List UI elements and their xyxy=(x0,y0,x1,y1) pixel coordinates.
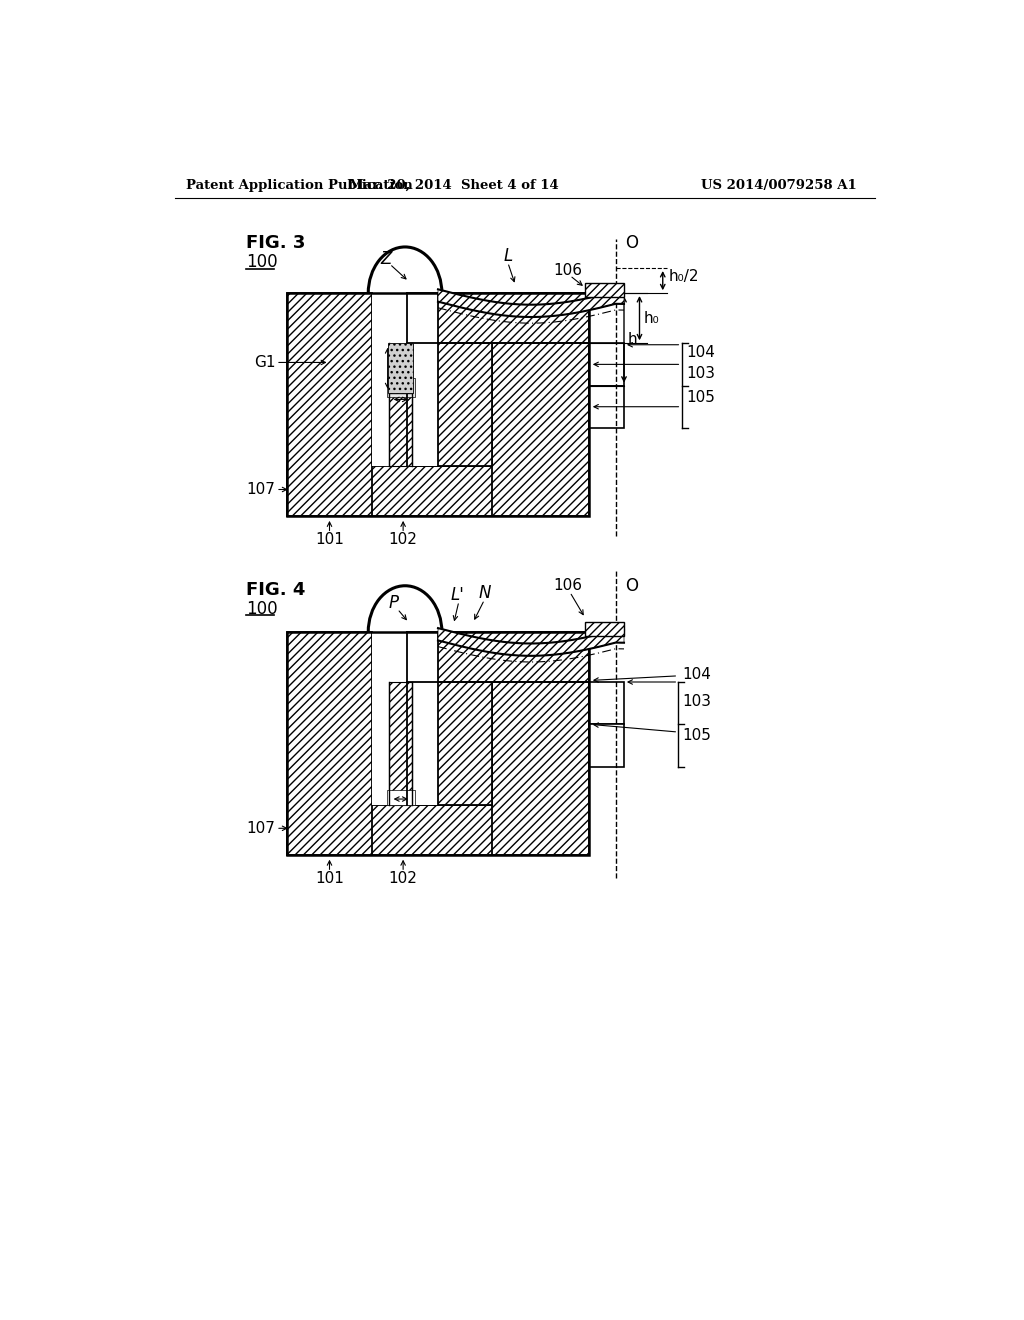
Text: 107: 107 xyxy=(247,821,275,836)
Text: US 2014/0079258 A1: US 2014/0079258 A1 xyxy=(701,178,857,191)
Text: 105: 105 xyxy=(682,729,711,743)
Text: t: t xyxy=(378,362,383,375)
Text: 100: 100 xyxy=(246,599,278,618)
Text: G2: G2 xyxy=(397,436,419,451)
Bar xyxy=(389,682,413,805)
Bar xyxy=(287,632,372,855)
Bar xyxy=(287,466,589,516)
Text: 101: 101 xyxy=(315,871,344,886)
Text: P: P xyxy=(388,594,398,611)
Bar xyxy=(287,632,589,855)
Text: L': L' xyxy=(451,586,464,605)
Text: 106: 106 xyxy=(553,578,582,593)
Text: 107: 107 xyxy=(247,482,275,498)
Text: FIG. 3: FIG. 3 xyxy=(246,234,305,252)
Text: L: L xyxy=(503,247,512,265)
Text: O: O xyxy=(626,577,639,595)
Text: h₀: h₀ xyxy=(643,310,659,326)
Text: 104: 104 xyxy=(686,345,715,360)
Text: 105: 105 xyxy=(686,389,715,405)
Text: 104: 104 xyxy=(682,667,711,682)
Bar xyxy=(407,293,589,343)
Bar xyxy=(589,385,624,428)
Text: h₀/2: h₀/2 xyxy=(669,269,699,284)
Text: FIG. 4: FIG. 4 xyxy=(246,581,305,598)
Bar xyxy=(407,682,493,805)
Bar xyxy=(287,293,589,516)
Bar xyxy=(493,293,589,516)
Text: G1: G1 xyxy=(254,355,275,370)
Bar xyxy=(372,632,438,805)
Bar xyxy=(589,725,624,767)
Text: O: O xyxy=(626,234,639,252)
Bar xyxy=(387,378,415,397)
Text: 100: 100 xyxy=(246,253,278,272)
Text: w: w xyxy=(395,401,407,416)
Text: Z: Z xyxy=(380,249,391,268)
Text: Patent Application Publication: Patent Application Publication xyxy=(186,178,413,191)
Bar xyxy=(586,284,624,297)
Text: h: h xyxy=(628,331,638,347)
Text: 106: 106 xyxy=(553,263,582,277)
Bar xyxy=(387,789,415,805)
Bar xyxy=(287,293,372,516)
Bar xyxy=(589,343,624,385)
Bar xyxy=(407,343,493,466)
Bar xyxy=(389,393,413,466)
Text: 102: 102 xyxy=(389,871,418,886)
Text: Mar. 20, 2014  Sheet 4 of 14: Mar. 20, 2014 Sheet 4 of 14 xyxy=(348,178,558,191)
Text: 103: 103 xyxy=(682,694,711,709)
Bar xyxy=(388,343,414,393)
Bar xyxy=(407,393,413,466)
Bar xyxy=(586,622,624,636)
Text: N: N xyxy=(478,585,490,602)
Bar xyxy=(287,805,589,855)
Text: 101: 101 xyxy=(315,532,344,546)
Bar xyxy=(407,733,413,805)
Bar xyxy=(407,632,589,682)
Bar xyxy=(493,632,589,855)
Text: 102: 102 xyxy=(389,532,418,546)
Text: w: w xyxy=(395,787,407,801)
Text: 103: 103 xyxy=(686,367,715,381)
Bar xyxy=(372,293,438,466)
Bar xyxy=(589,682,624,725)
